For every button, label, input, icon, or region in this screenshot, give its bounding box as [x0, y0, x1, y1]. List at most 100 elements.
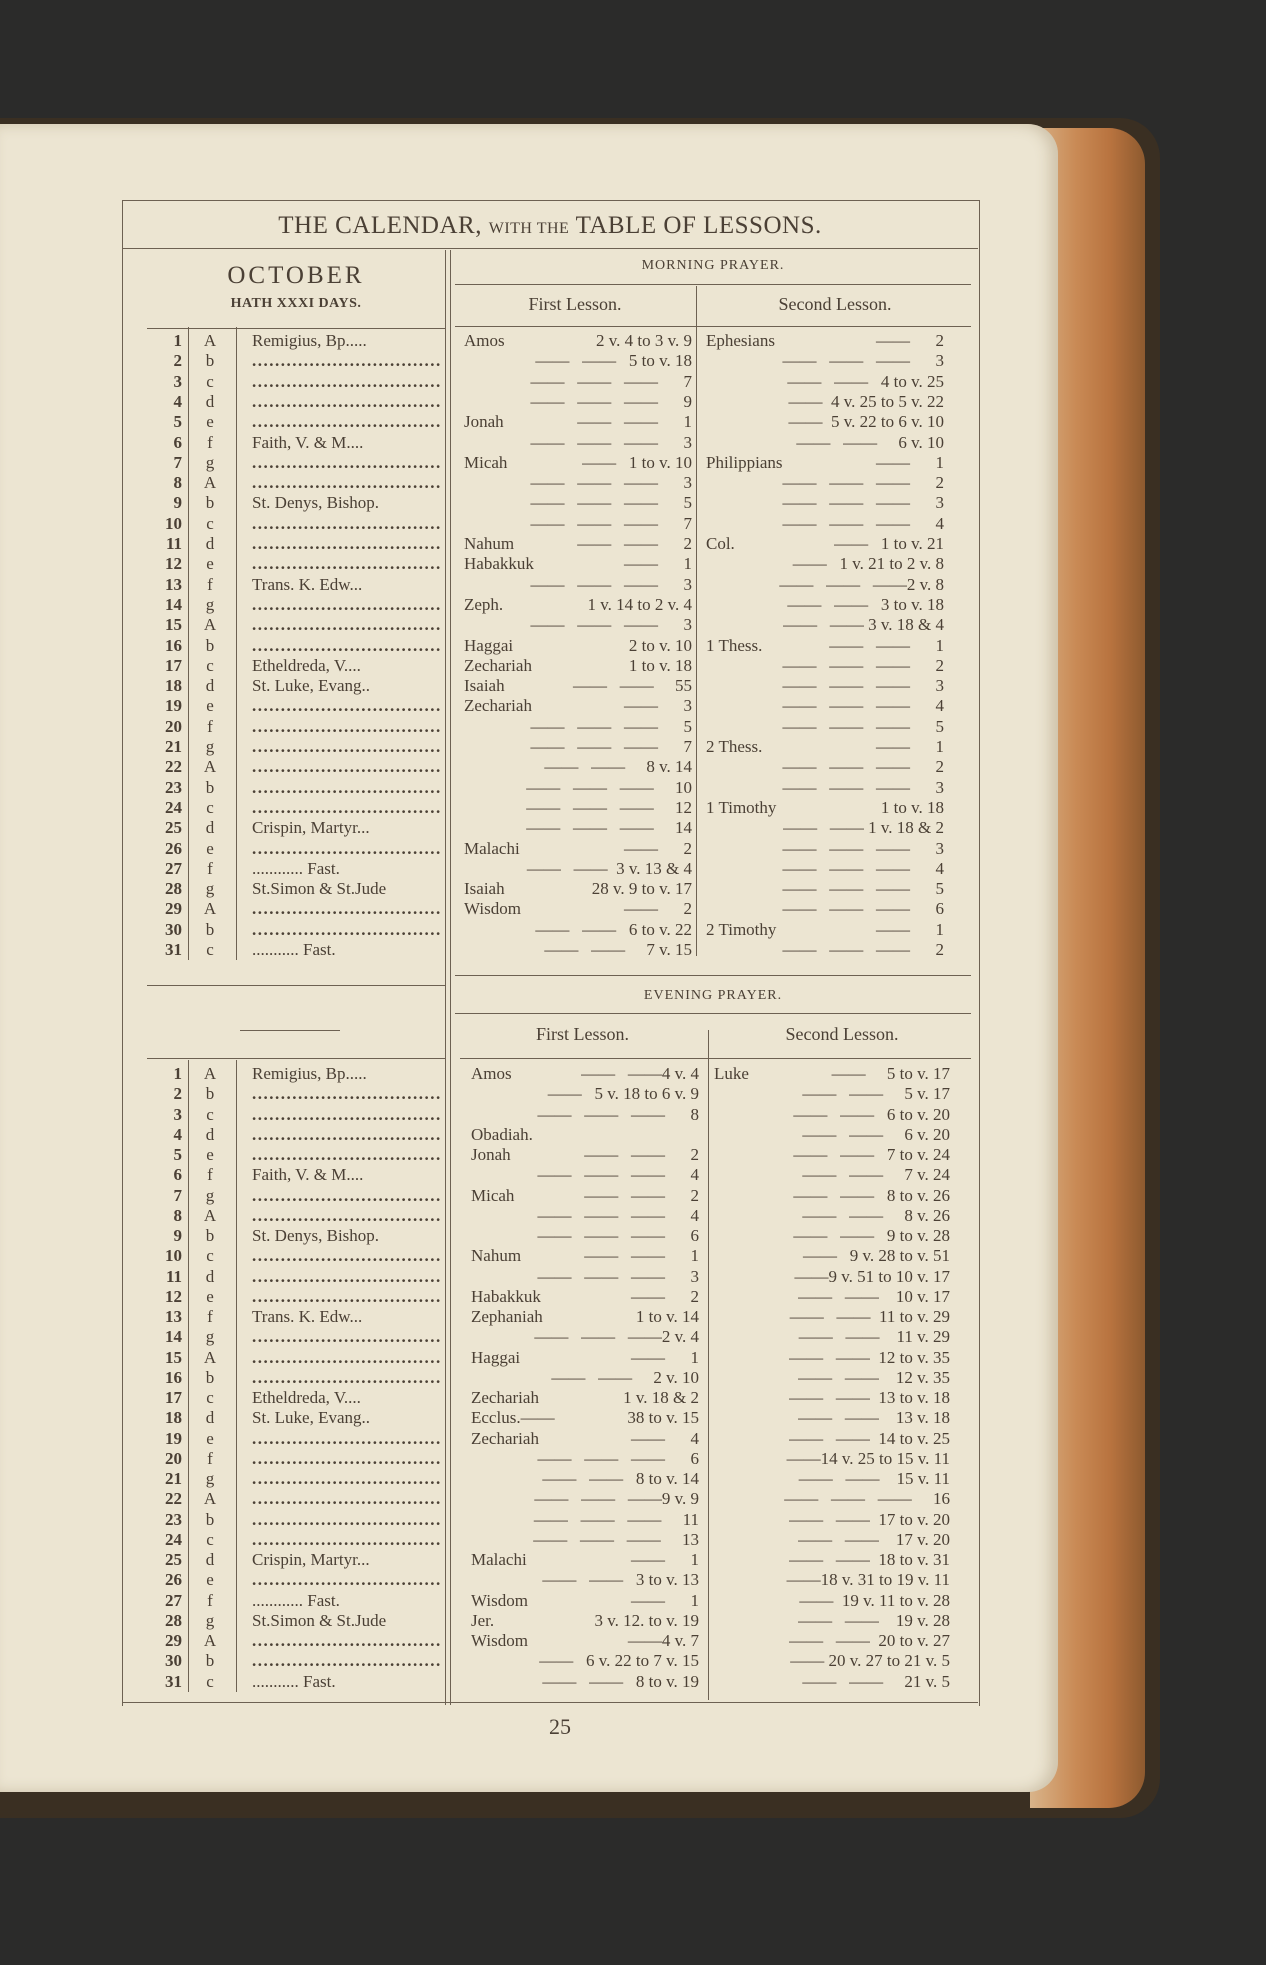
day-number: 2 [173, 351, 183, 371]
chapter-reference: —— 4 [631, 1428, 699, 1448]
morning-first-lesson-row: —— —— 3 v. 13 & 4 [464, 859, 692, 879]
evening-first-lesson-row: —— —— —— 6 [471, 1226, 700, 1246]
saint-day [252, 1429, 442, 1449]
dominical-letter: c [206, 655, 214, 675]
chapter-reference: 1 to v. 18 [628, 655, 692, 675]
title-part: TABLE OF LESSONS. [575, 212, 822, 239]
dominical-letter: A [203, 473, 217, 493]
chapter-reference: —— —— —— 6 [537, 1448, 700, 1468]
dominical-letter: f [207, 1590, 213, 1610]
chapter-reference: —— —— 6 to v. 20 [793, 1104, 950, 1124]
morning-second-lesson-row: Ephesians —— 2 [706, 331, 944, 351]
morning-second-lesson-row: —— —— —— 2 [706, 940, 945, 960]
morning-first-lesson-row: —— —— —— 10 [464, 778, 692, 798]
dominical-letter: A [203, 899, 217, 919]
chapter-reference: —— —— 55 [573, 676, 692, 696]
evening-first-lesson-row: —— —— —— 4 [471, 1165, 700, 1185]
dominical-letter: b [205, 1084, 215, 1104]
evening-first-lesson-row: —— —— —— 11 [471, 1510, 699, 1530]
chapter-reference: —— —— 12 to v. 35 [789, 1347, 950, 1367]
chapter-reference: —— —— —— 4 [782, 858, 945, 878]
day-number: 22 [165, 757, 182, 777]
morning-first-lesson-row: —— —— —— 7 [464, 514, 693, 534]
chapter-reference: —— 2 [624, 899, 692, 919]
divider [122, 1702, 978, 1703]
morning-second-lesson-row: —— —— 1 v. 18 & 2 [706, 818, 944, 838]
dominical-letter: g [205, 737, 215, 756]
divider [240, 1030, 340, 1031]
chapter-reference: —— 1 [631, 1347, 699, 1367]
chapter-reference: —— —— 3 to v. 13 [542, 1570, 699, 1590]
book-name: Col. [706, 534, 735, 553]
morning-first-lesson-row: Amos 2 v. 4 to 3 v. 9 [464, 331, 692, 351]
evening-first-lesson-row: Micah —— —— 2 [471, 1186, 699, 1206]
dominical-letter: g [205, 452, 215, 472]
evening-first-lesson-row: Wisdom —— 1 [471, 1591, 699, 1611]
evening-first-lesson-row: —— —— —— 4 [471, 1206, 700, 1226]
day-number: 1 [173, 331, 183, 350]
morning-first-lesson-row: Jonah —— —— 1 [464, 412, 692, 432]
page-title: THE CALENDAR, WITH THE TABLE OF LESSONS. [122, 212, 978, 240]
saint-day: Remigius, Bp..... [252, 1064, 367, 1083]
saint-day [252, 392, 442, 412]
chapter-reference: —— 5 v. 22 to 6 v. 10 [788, 412, 944, 432]
morning-first-lesson-row: —— —— —— 5 [464, 717, 693, 737]
chapter-reference: —— —— 8 v. 14 [544, 757, 692, 777]
book-name: Micah [464, 452, 508, 472]
chapter-reference: —— —— —— 6 [782, 899, 945, 919]
morning-first-lesson-row: Zechariah 1 to v. 18 [464, 656, 692, 676]
chapter-reference: ——14 v. 25 to 15 v. 11 [786, 1448, 950, 1468]
book-name: Obadiah. [471, 1124, 533, 1144]
morning-first-lesson-row: Wisdom —— 2 [464, 899, 692, 919]
book-name: Zechariah [464, 696, 532, 716]
book-name: Jonah [471, 1145, 511, 1164]
evening-first-lesson-row: Amos —— ——4 v. 4 [471, 1064, 699, 1084]
chapter-reference: 28 v. 9 to v. 17 [591, 879, 692, 899]
day-number: 9 [173, 1226, 183, 1245]
evening-second-lesson-row: —— —— 7 to v. 24 [714, 1145, 950, 1165]
book-name: Malachi [471, 1550, 527, 1569]
dominical-letter: d [205, 534, 215, 553]
day-number: 15 [165, 615, 182, 635]
saint-day [252, 1510, 442, 1530]
morning-first-lesson-row: —— —— —— 14 [464, 818, 692, 838]
evening-second-lesson-row: ——14 v. 25 to 15 v. 11 [714, 1449, 950, 1469]
chapter-reference: —— —— 4 to v. 25 [787, 371, 944, 391]
divider [122, 248, 978, 249]
evening-first-lesson-row: —— —— —— 6 [471, 1448, 700, 1469]
evening-prayer-heading: EVENING PRAYER. [643, 988, 783, 1003]
day-number: 29 [165, 899, 182, 919]
day-number: 3 [173, 371, 183, 391]
saint-day [252, 473, 442, 493]
day-number: 24 [165, 797, 182, 817]
dominical-letter: A [203, 331, 217, 350]
day-number: 9 [173, 493, 183, 513]
evening-first-lesson-row: Wisdom ——4 v. 7 [471, 1631, 699, 1651]
morning-first-lesson-row: —— —— —— 3 [464, 473, 693, 493]
day-number: 2 [173, 1084, 183, 1104]
saint-day: Trans. K. Edw... [252, 574, 363, 594]
evening-first-lesson-row: Ecclus.—— 38 to v. 15 [471, 1408, 699, 1428]
day-number: 28 [165, 1610, 182, 1630]
evening-second-lesson-row: —— —— 21 v. 5 [714, 1672, 950, 1692]
morning-first-lesson-row: —— —— —— 12 [464, 798, 692, 818]
dominical-letter: d [205, 1266, 215, 1286]
chapter-reference: —— 1 [876, 919, 944, 939]
chapter-reference: —— —— —— 2 [782, 473, 945, 493]
day-number: 23 [165, 777, 182, 797]
day-number: 5 [173, 412, 183, 432]
page-number: 25 [549, 1714, 571, 1739]
evening-first-lesson-row: —— —— 8 to v. 19 [471, 1672, 699, 1692]
chapter-reference: 3 v. 12. to v. 19 [594, 1610, 699, 1630]
divider [147, 985, 445, 986]
dominical-letter: A [203, 1631, 217, 1650]
saint-day [252, 1246, 442, 1266]
morning-second-lesson-row: —— —— 3 v. 18 & 4 [706, 615, 944, 635]
divider [696, 286, 697, 956]
morning-first-lesson-row: —— —— 8 v. 14 [464, 757, 692, 777]
chapter-reference: 2 v. 4 to 3 v. 9 [595, 331, 692, 350]
evening-first-lesson-row: —— —— —— 8 [471, 1105, 700, 1125]
chapter-reference: —— —— 6 v. 20 [802, 1124, 950, 1144]
book-name: Jer. [471, 1610, 495, 1630]
month-days-note: HATH XXXI DAYS. [230, 296, 362, 311]
